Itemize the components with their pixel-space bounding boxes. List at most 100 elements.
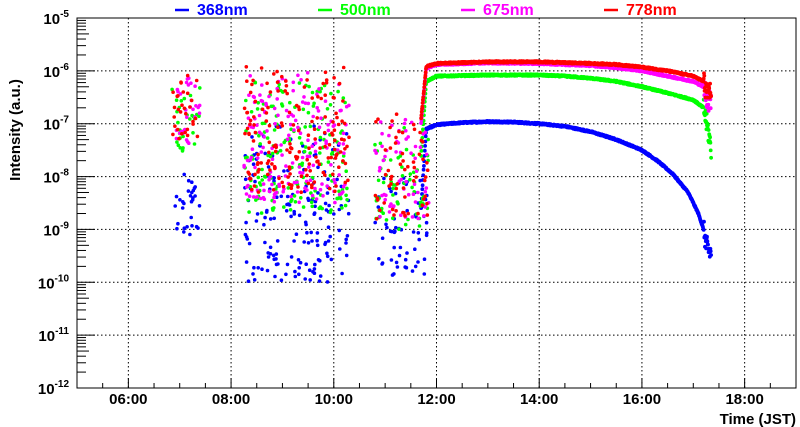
data-point bbox=[170, 87, 174, 92]
data-point bbox=[266, 159, 271, 163]
data-point bbox=[307, 146, 311, 150]
data-point bbox=[261, 182, 266, 186]
data-point bbox=[177, 136, 181, 141]
data-point bbox=[394, 150, 398, 154]
data-point bbox=[378, 120, 383, 124]
y-tick-label: 10-12 bbox=[38, 379, 70, 398]
data-point bbox=[312, 101, 316, 106]
data-point bbox=[384, 193, 388, 198]
data-point bbox=[293, 274, 298, 279]
data-point bbox=[251, 162, 256, 166]
data-point bbox=[388, 229, 393, 234]
data-point bbox=[186, 189, 191, 193]
data-point bbox=[323, 115, 328, 119]
y-tick-exponent: -12 bbox=[55, 379, 70, 390]
data-point bbox=[336, 89, 340, 94]
data-point bbox=[244, 185, 249, 189]
data-point bbox=[413, 144, 418, 149]
data-point bbox=[188, 194, 193, 198]
data-point bbox=[309, 230, 314, 235]
data-point bbox=[303, 125, 308, 129]
data-point bbox=[178, 146, 182, 150]
data-point bbox=[376, 205, 381, 209]
data-point bbox=[303, 101, 308, 105]
data-point bbox=[326, 156, 331, 160]
data-point bbox=[247, 194, 252, 198]
data-point bbox=[387, 184, 391, 188]
data-point bbox=[250, 135, 254, 139]
data-point bbox=[279, 194, 284, 199]
data-point bbox=[284, 209, 289, 213]
data-point bbox=[296, 73, 300, 78]
data-point bbox=[263, 215, 267, 220]
data-point bbox=[313, 204, 317, 209]
data-point bbox=[406, 164, 410, 169]
data-point bbox=[197, 111, 202, 115]
data-point bbox=[344, 253, 349, 258]
data-point bbox=[377, 169, 382, 173]
data-point bbox=[260, 99, 265, 104]
data-point bbox=[424, 220, 429, 225]
data-point bbox=[307, 268, 312, 273]
data-point bbox=[180, 132, 184, 136]
data-point bbox=[267, 189, 272, 193]
data-point bbox=[394, 135, 398, 140]
data-point bbox=[310, 175, 315, 180]
data-point bbox=[708, 249, 713, 254]
data-point bbox=[411, 122, 416, 127]
x-tick-label: 18:00 bbox=[725, 391, 763, 408]
data-point bbox=[708, 135, 712, 140]
data-point bbox=[708, 140, 713, 145]
data-point bbox=[299, 190, 304, 194]
data-point bbox=[403, 167, 407, 172]
data-point bbox=[423, 144, 427, 148]
data-point bbox=[323, 240, 328, 245]
data-point bbox=[267, 150, 271, 155]
data-point bbox=[302, 149, 307, 154]
data-point bbox=[266, 255, 271, 259]
data-point bbox=[323, 70, 328, 75]
data-point bbox=[307, 165, 311, 169]
data-point bbox=[315, 89, 320, 94]
data-point bbox=[195, 112, 199, 117]
data-point bbox=[329, 152, 334, 156]
data-point bbox=[399, 213, 403, 217]
data-point bbox=[314, 155, 318, 159]
data-point bbox=[280, 180, 285, 185]
data-point bbox=[422, 197, 426, 201]
data-point bbox=[375, 198, 380, 202]
grid-lines bbox=[77, 18, 796, 388]
data-point bbox=[313, 149, 318, 154]
data-point bbox=[296, 185, 300, 189]
data-point bbox=[323, 99, 328, 103]
y-tick-exponent: -9 bbox=[60, 220, 69, 231]
y-tick-base: 10 bbox=[43, 222, 60, 239]
data-point bbox=[291, 80, 296, 85]
data-point bbox=[173, 124, 177, 128]
data-point bbox=[245, 237, 250, 241]
data-point bbox=[270, 157, 275, 161]
data-point bbox=[285, 262, 290, 267]
data-point bbox=[299, 174, 304, 178]
data-point bbox=[285, 148, 289, 152]
data-point bbox=[266, 251, 271, 255]
data-point bbox=[416, 260, 420, 264]
data-point bbox=[305, 230, 309, 235]
data-point bbox=[391, 193, 395, 197]
data-point bbox=[342, 121, 347, 126]
data-point bbox=[331, 120, 335, 124]
data-point bbox=[313, 186, 317, 191]
data-point bbox=[705, 234, 709, 239]
data-point bbox=[419, 116, 423, 121]
data-point bbox=[291, 88, 296, 93]
data-point bbox=[315, 106, 320, 110]
data-point bbox=[380, 236, 385, 240]
data-point bbox=[703, 98, 708, 103]
data-point bbox=[335, 177, 339, 182]
data-point bbox=[256, 101, 261, 105]
data-point bbox=[310, 119, 314, 124]
data-point bbox=[306, 181, 311, 186]
data-point bbox=[252, 123, 256, 127]
data-point bbox=[326, 239, 331, 243]
data-point bbox=[346, 178, 350, 183]
